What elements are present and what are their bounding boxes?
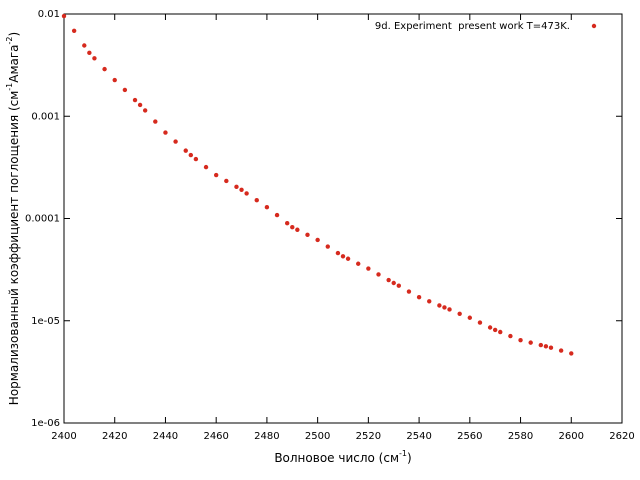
- point: [213, 172, 219, 178]
- axis-label-part: Волновое число (см: [274, 451, 399, 465]
- x-tick-label: 2440: [153, 431, 178, 442]
- point: [137, 102, 143, 108]
- axis-label-part: -1: [399, 449, 407, 458]
- point: [92, 56, 97, 61]
- point: [203, 164, 209, 170]
- x-tick-label: 2520: [356, 431, 381, 442]
- point: [290, 225, 295, 230]
- point: [305, 232, 310, 238]
- point: [498, 329, 503, 335]
- point: [437, 303, 442, 308]
- x-tick-label: 2600: [559, 431, 584, 442]
- point: [295, 227, 300, 232]
- point: [492, 327, 498, 333]
- axis-label-part: Амага: [7, 44, 21, 82]
- point: [447, 307, 452, 312]
- point: [442, 305, 447, 310]
- point: [386, 277, 391, 283]
- point: [315, 237, 320, 243]
- point: [285, 221, 290, 226]
- point: [477, 320, 483, 325]
- point: [528, 340, 533, 345]
- point: [345, 256, 351, 261]
- point: [518, 337, 523, 343]
- point: [87, 50, 92, 56]
- axis-label-part: -2: [5, 36, 14, 44]
- point: [356, 261, 361, 266]
- point: [183, 148, 188, 153]
- point: [234, 184, 239, 190]
- x-tick-label: 2420: [102, 431, 127, 442]
- point: [508, 333, 513, 339]
- axis-label-part: ): [7, 32, 21, 37]
- point: [543, 344, 549, 349]
- point: [82, 43, 87, 48]
- point: [538, 342, 544, 348]
- axis-label-part: -1: [5, 83, 14, 91]
- x-tick-label: 2480: [254, 431, 279, 442]
- point: [391, 280, 396, 286]
- point: [132, 97, 138, 103]
- legend-label: 9d. Experiment present work T=473K.: [375, 21, 570, 32]
- point: [188, 152, 194, 158]
- point: [239, 187, 244, 192]
- axis-label-part: ): [407, 451, 412, 465]
- axis-label: Нормализованный коэффициент поглощения (…: [5, 32, 21, 405]
- point: [427, 299, 432, 304]
- point: [406, 289, 412, 294]
- point: [142, 108, 148, 113]
- point: [396, 283, 401, 288]
- point: [376, 272, 381, 277]
- point: [366, 266, 371, 271]
- point: [71, 28, 77, 34]
- point: [244, 191, 249, 196]
- point: [548, 345, 554, 350]
- point: [457, 311, 462, 316]
- point: [122, 87, 128, 93]
- point: [112, 77, 117, 83]
- point: [335, 250, 341, 256]
- point: [153, 119, 158, 124]
- point: [264, 204, 270, 210]
- y-tick-label: 0.001: [31, 111, 60, 122]
- point: [467, 315, 473, 320]
- x-tick-label: 2620: [609, 431, 634, 442]
- y-tick-label: 1e-06: [31, 418, 60, 429]
- x-tick-label: 2540: [406, 431, 431, 442]
- point: [325, 244, 330, 249]
- axis-label: Волновое число (см-1): [274, 449, 411, 465]
- x-tick-label: 2560: [457, 431, 482, 442]
- axis-label-part: Нормализованный коэффициент поглощения (…: [7, 91, 21, 405]
- x-tick-label: 2500: [305, 431, 330, 442]
- x-tick-label: 2460: [203, 431, 228, 442]
- point: [193, 156, 199, 162]
- point: [416, 294, 422, 300]
- x-tick-label: 2580: [508, 431, 533, 442]
- point: [274, 212, 280, 218]
- x-tick-label: 2400: [51, 431, 76, 442]
- y-tick-label: 0.01: [38, 9, 60, 20]
- point: [61, 13, 67, 19]
- y-tick-label: 1e-05: [31, 316, 60, 327]
- point: [102, 66, 107, 72]
- point: [163, 130, 168, 135]
- point: [224, 178, 229, 184]
- point: [173, 139, 178, 144]
- point: [569, 351, 574, 356]
- point: [558, 348, 564, 353]
- legend-marker: [591, 23, 597, 29]
- point: [340, 254, 346, 259]
- plot-border: [63, 13, 623, 424]
- y-tick-label: 0.0001: [25, 214, 60, 225]
- point: [487, 325, 493, 330]
- point: [254, 197, 259, 203]
